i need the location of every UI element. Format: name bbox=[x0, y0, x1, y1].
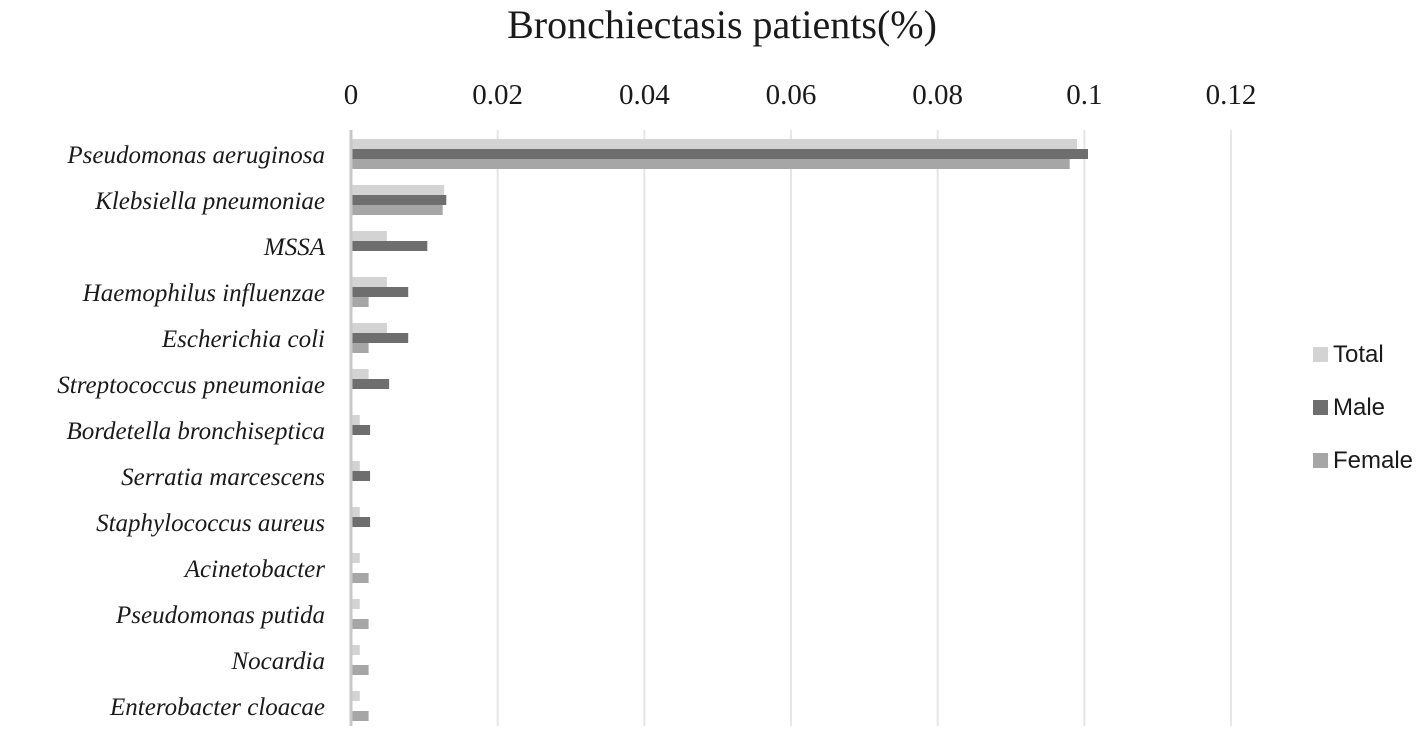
x-tick-label: 0.02 bbox=[472, 79, 523, 111]
gridlines bbox=[496, 130, 1232, 726]
category-label: Staphylococcus aureus bbox=[96, 510, 325, 537]
legend-swatch-male bbox=[1313, 400, 1328, 415]
category-label: Serratia marcescens bbox=[121, 464, 325, 491]
category-label: Pseudomonas aeruginosa bbox=[66, 142, 325, 169]
bar-male bbox=[351, 195, 447, 205]
category-label: Streptococcus pneumoniae bbox=[57, 372, 325, 399]
bar-total bbox=[351, 691, 360, 701]
x-tick-label: 0.12 bbox=[1206, 79, 1257, 111]
bar-total bbox=[351, 645, 360, 655]
bar-male bbox=[351, 149, 1088, 159]
category-labels: Pseudomonas aeruginosa Klebsiella pneumon… bbox=[57, 142, 325, 721]
bar-male bbox=[351, 471, 371, 481]
legend-label-total: Total bbox=[1333, 341, 1384, 368]
x-tick-label: 0.08 bbox=[912, 79, 963, 111]
bar-total bbox=[351, 553, 360, 563]
legend-label-male: Male bbox=[1333, 394, 1385, 421]
bar-male bbox=[351, 287, 409, 297]
bar-male bbox=[351, 333, 409, 343]
bar-total bbox=[351, 139, 1077, 149]
x-axis-ticks: 0 0.02 0.04 0.06 0.08 0.1 0.12 bbox=[344, 79, 1257, 111]
bar-female bbox=[351, 573, 369, 583]
bar-female bbox=[351, 711, 369, 721]
bar-total bbox=[351, 599, 360, 609]
category-label: Acinetobacter bbox=[183, 556, 325, 583]
bar-female bbox=[351, 297, 369, 307]
bar-total bbox=[351, 415, 360, 425]
bars bbox=[351, 139, 1088, 721]
legend: Total Male Female bbox=[1313, 341, 1413, 474]
legend-swatch-total bbox=[1313, 347, 1328, 362]
category-label: MSSA bbox=[263, 234, 326, 261]
bar-male bbox=[351, 379, 390, 389]
x-tick-label: 0 bbox=[344, 79, 359, 111]
bar-total bbox=[351, 277, 387, 287]
x-tick-label: 0.06 bbox=[766, 79, 817, 111]
legend-swatch-female bbox=[1313, 453, 1328, 468]
bar-female bbox=[351, 665, 369, 675]
category-label: Escherichia coli bbox=[161, 326, 325, 353]
bar-total bbox=[351, 231, 387, 241]
bar-total bbox=[351, 369, 369, 379]
chart-title: Bronchiectasis patients(%) bbox=[507, 2, 937, 47]
bar-total bbox=[351, 461, 360, 471]
bar-total bbox=[351, 507, 360, 517]
bar-male bbox=[351, 425, 371, 435]
bar-female bbox=[351, 343, 369, 353]
category-label: Klebsiella pneumoniae bbox=[94, 188, 325, 215]
bar-male bbox=[351, 517, 371, 527]
bar-female bbox=[351, 205, 443, 215]
x-tick-label: 0.1 bbox=[1066, 79, 1102, 111]
bar-female bbox=[351, 619, 369, 629]
bar-total bbox=[351, 323, 387, 333]
x-tick-label: 0.04 bbox=[619, 79, 670, 111]
category-label: Bordetella bronchiseptica bbox=[66, 418, 325, 445]
category-label: Enterobacter cloacae bbox=[109, 694, 325, 721]
category-label: Pseudomonas putida bbox=[115, 602, 325, 629]
category-label: Haemophilus influenzae bbox=[82, 280, 325, 307]
bar-male bbox=[351, 241, 428, 251]
bar-female bbox=[351, 159, 1070, 169]
category-label: Nocardia bbox=[230, 648, 325, 675]
legend-label-female: Female bbox=[1333, 447, 1413, 474]
bar-total bbox=[351, 185, 445, 195]
